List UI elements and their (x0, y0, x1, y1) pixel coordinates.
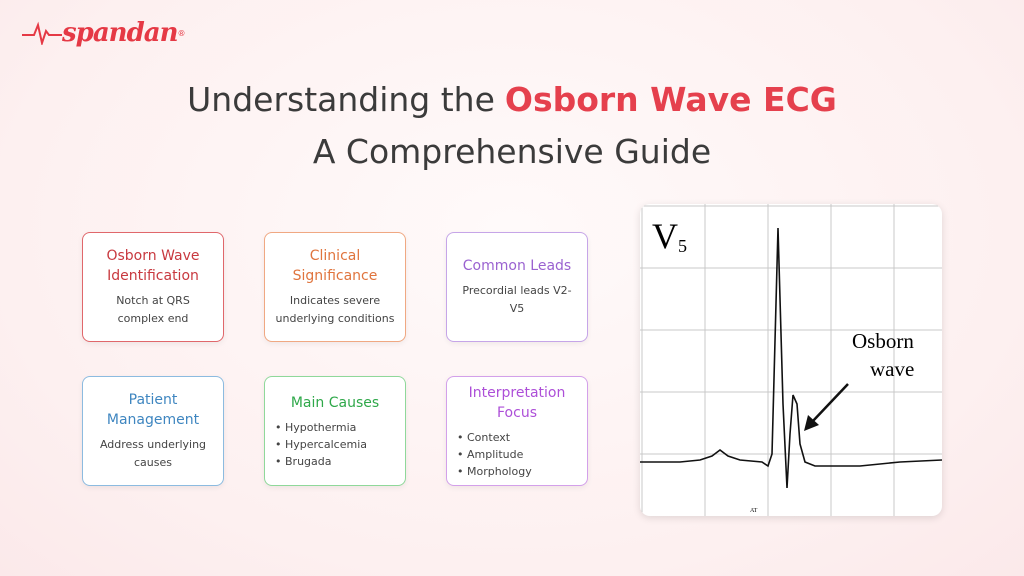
wave-label: wave (870, 357, 914, 381)
card-body: Notch at QRS complex end (116, 294, 190, 325)
card-body: Address underlying causes (99, 438, 207, 469)
footer-label: AT (750, 508, 758, 514)
osborn-label: Osborn (852, 329, 914, 353)
card-item: Morphology (457, 463, 532, 480)
title-highlight: Osborn Wave ECG (504, 80, 837, 119)
card: Common Leads Precordial leads V2-V5 (446, 232, 588, 342)
card-item: Hypercalcemia (275, 436, 367, 453)
card-item: Hypothermia (275, 419, 367, 436)
logo: spandan ® (22, 18, 186, 48)
card-title: Osborn Wave Identification (106, 248, 200, 284)
logo-pulse (22, 21, 62, 45)
logo-mark: ® (177, 28, 186, 38)
card: Osborn Wave Identification Notch at QRS c… (82, 232, 224, 342)
arrow (811, 383, 849, 423)
card-body: Indicates severe underlying conditions (275, 294, 395, 325)
card: Patient Management Address underlying cau… (82, 376, 224, 486)
card: Main Causes HypothermiaHypercalcemiaBruga… (264, 376, 406, 486)
title-line-1: Understanding the Osborn Wave ECG (0, 80, 1024, 119)
title-prefix: Understanding the (187, 80, 495, 119)
ecg-svg: V 5 Osborn wave AT (640, 204, 942, 516)
ecg-trace (640, 227, 942, 489)
logo-text: spandan (62, 18, 178, 48)
card: Clinical Significance Indicates severe un… (264, 232, 406, 342)
card-title: Common Leads (462, 258, 572, 274)
lead-label: V (652, 216, 678, 256)
card-item: Amplitude (457, 446, 532, 463)
card-title: Patient Management (106, 392, 200, 428)
ecg-image: V 5 Osborn wave AT (640, 204, 942, 516)
card-item: Brugada (275, 453, 367, 470)
card-title: Interpretation Focus (468, 384, 566, 421)
card-title: Clinical Significance (292, 248, 378, 284)
card-title: Main Causes (290, 394, 380, 411)
card-list: HypothermiaHypercalcemiaBrugada (275, 419, 367, 470)
arrow-head (804, 415, 819, 431)
card: Interpretation Focus ContextAmplitudeMorp… (446, 376, 588, 486)
lead-subscript: 5 (678, 236, 687, 256)
card-body: Precordial leads V2-V5 (462, 284, 572, 315)
card-item: Context (457, 429, 532, 446)
title-line-2: A Comprehensive Guide (312, 132, 712, 171)
card-list: ContextAmplitudeMorphology (457, 429, 532, 480)
